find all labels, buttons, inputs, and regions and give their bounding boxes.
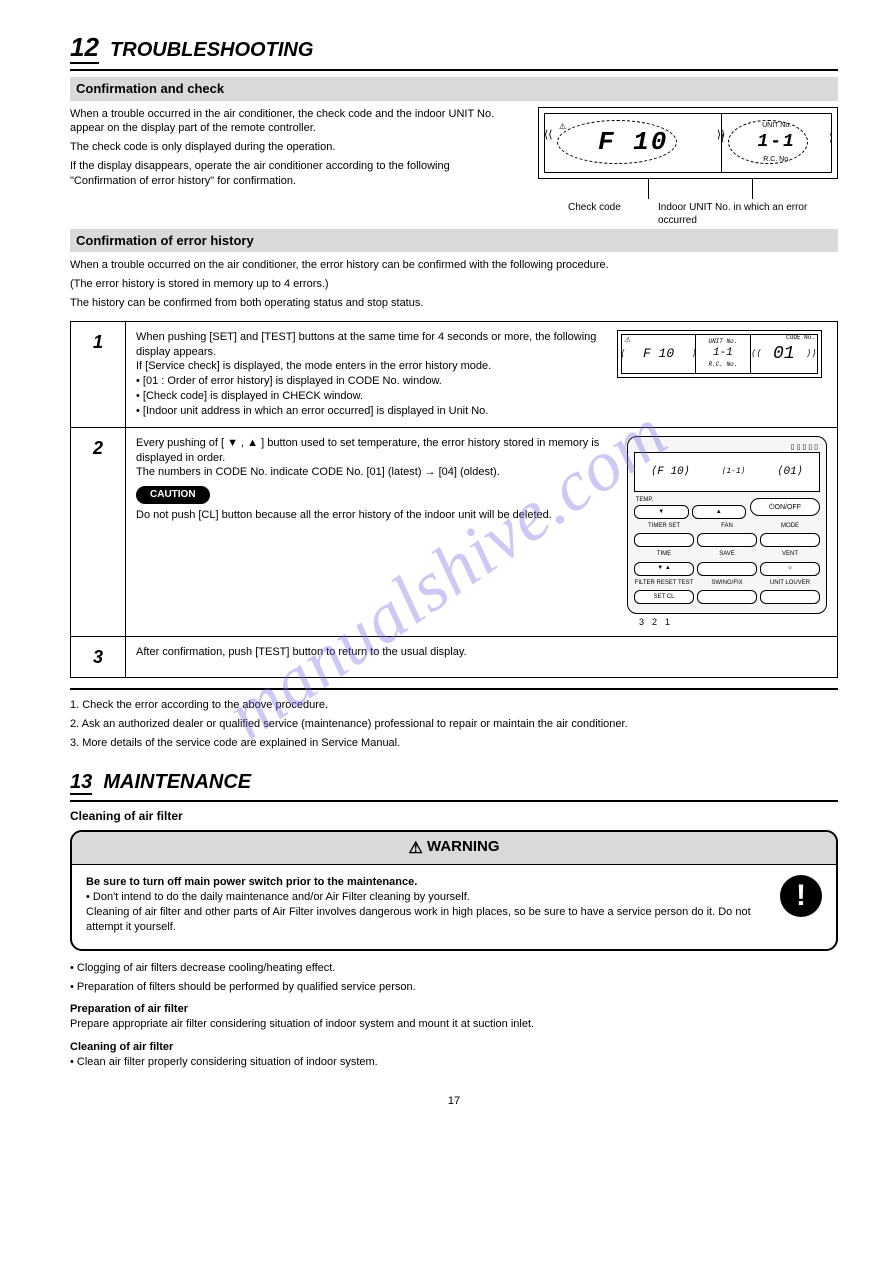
remote-controller-diagram: ▯▯▯▯▯ ⟨F 10⟩ ⟨1-1⟩ ⟨01⟩ TEMP. (627, 436, 827, 614)
prep-body: Prepare appropriate air filter consideri… (70, 1017, 838, 1032)
caution-badge: CAUTION (136, 486, 210, 504)
section-header: 12 TROUBLESHOOTING (70, 30, 838, 71)
mandatory-icon: ! (780, 875, 822, 917)
history-outro: 1. Check the error according to the abov… (70, 688, 838, 751)
table-row: 3 After confirmation, push [TEST] button… (71, 636, 838, 677)
small-lcd: ⚠ F 10 ⟩ ⟨ UNIT No. 1-1 R.C. No. (617, 330, 822, 378)
page-number: 17 (70, 1094, 838, 1109)
caption-unitno: Indoor UNIT No. in which an error occurr… (658, 201, 838, 228)
history-heading: Confirmation of error history (70, 229, 838, 253)
section-title: TROUBLESHOOTING (110, 39, 313, 61)
warning-box: ⚠ WARNING Be sure to turn off main power… (70, 830, 838, 951)
table-row: 2 Every pushing of [ ▼ , ▲ ] button used… (71, 427, 838, 636)
clean-head: Cleaning of air filter (70, 1040, 838, 1055)
lcd-diagram: ⚠ F 10 ⟩⟩ ⟨⟨ UNIT No. 1-1 R.C. No. ⟩ ⟨ (538, 107, 838, 179)
warning-triangle-icon: ⚠ (408, 840, 422, 857)
caption-checkcode: Check code (568, 201, 621, 215)
maint-header: 13 MAINTENANCE (70, 769, 838, 796)
clean-body: • Clean air filter properly considering … (70, 1055, 838, 1070)
confirm-text: When a trouble occurred in the air condi… (70, 107, 518, 193)
maint-lead: Cleaning of air filter (70, 808, 838, 824)
confirm-heading: Confirmation and check (70, 77, 838, 101)
history-intro: When a trouble occurred on the air condi… (70, 258, 838, 311)
prep-head: Preparation of air filter (70, 1002, 838, 1017)
table-row: 1 When pushing [SET] and [TEST] buttons … (71, 321, 838, 427)
section-number: 12 (70, 39, 99, 61)
steps-table: 1 When pushing [SET] and [TEST] buttons … (70, 321, 838, 678)
maint-after-list: • Clogging of air filters decrease cooli… (70, 961, 838, 995)
